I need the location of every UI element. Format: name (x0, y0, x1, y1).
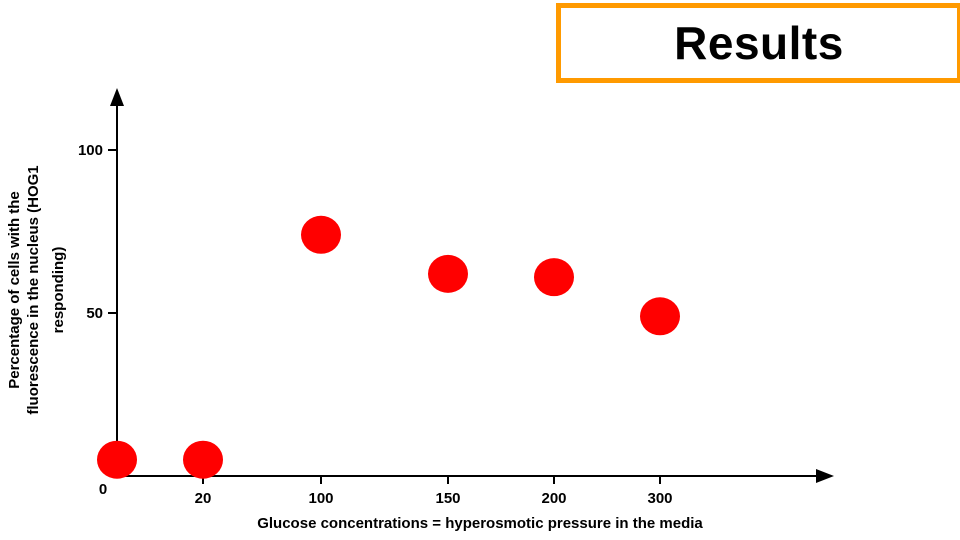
x-axis-label: Glucose concentrations = hyperosmotic pr… (257, 515, 703, 532)
ticks: 50 100 0 20 100 150 200 300 (78, 142, 673, 507)
x-axis-arrow (816, 469, 834, 483)
x-tick-label: 300 (647, 490, 672, 507)
x-tick-label: 0 (99, 481, 107, 498)
data-points (97, 215, 680, 479)
y-axis-arrow (110, 88, 124, 106)
x-tick-label: 200 (541, 490, 566, 507)
y-axis-label-line: Percentage of cells with the (6, 191, 23, 389)
y-axis-label-line: responding) (50, 247, 67, 334)
y-axis-label-line: fluorescence in the nucleus (HOG1 (25, 165, 42, 414)
x-tick-label: 100 (308, 490, 333, 507)
slide-title: Results (674, 17, 844, 69)
y-tick-label: 100 (78, 142, 103, 159)
y-tick-label: 50 (86, 305, 103, 322)
data-point (97, 440, 137, 479)
axis-labels: Glucose concentrations = hyperosmotic pr… (6, 165, 703, 532)
data-point (183, 440, 223, 479)
axes (110, 88, 834, 483)
x-tick-label: 20 (195, 490, 212, 507)
x-tick-label: 150 (435, 490, 460, 507)
data-point (301, 215, 341, 254)
title-box: Results (556, 3, 960, 83)
data-point (428, 254, 468, 293)
data-point (640, 297, 680, 336)
data-point (534, 258, 574, 297)
